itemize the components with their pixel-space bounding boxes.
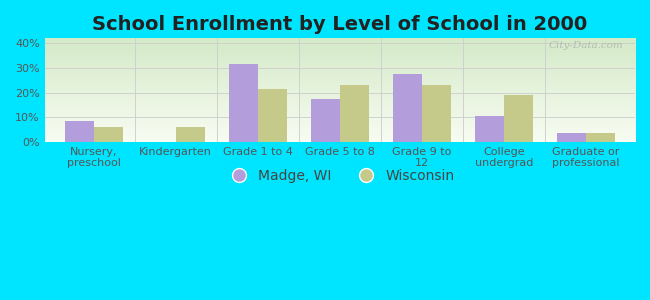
Bar [504,95,532,142]
Bar [311,99,340,142]
Bar [65,121,94,142]
Bar [393,74,422,142]
Bar [94,127,122,142]
Bar [176,127,205,142]
Bar [586,133,614,142]
Bar [475,116,504,142]
Bar [340,85,369,142]
Title: School Enrollment by Level of School in 2000: School Enrollment by Level of School in … [92,15,588,34]
Text: City-Data.com: City-Data.com [549,41,623,50]
Legend: Madge, WI, Wisconsin: Madge, WI, Wisconsin [219,164,460,189]
Bar [557,133,586,142]
Bar [258,89,287,142]
Bar [422,85,450,142]
Bar [229,64,258,142]
